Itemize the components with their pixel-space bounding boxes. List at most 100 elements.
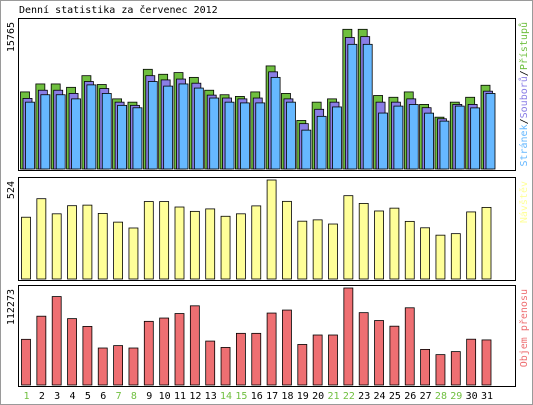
bar-visits [328,223,338,280]
bar-pages [316,115,327,170]
bar-visits [113,221,123,280]
bar-pages [378,112,388,170]
bar-visits [420,227,431,280]
bar-visits [82,204,93,280]
bar-pages [332,106,342,170]
bar-visits [297,220,308,280]
bar-volume [420,348,431,386]
bar-pages [408,104,419,170]
bar-pages [25,101,35,170]
bar-volume [481,339,492,386]
day-tick-label: 15 [235,391,247,402]
day-tick-label: 4 [70,391,76,402]
day-tick-label: 21 [327,391,339,402]
day-tick-label: 6 [100,391,106,402]
bar-pages [454,105,465,170]
bar-visits [128,227,139,280]
bar-volume [36,315,47,386]
bar-volume [128,347,139,386]
bar-visits [374,210,384,280]
legend-weekday: / [519,70,530,76]
bar-visits [251,205,262,280]
day-tick-label: 20 [312,391,324,402]
bar-visits [389,207,400,280]
bar-volume [143,320,154,386]
bar-volume [113,345,123,386]
bar-pages [485,93,496,170]
legend-weekday: / [519,118,530,124]
bar-visits [343,195,354,280]
day-tick-label: 24 [374,391,386,402]
day-tick-label: 17 [266,391,278,402]
bar-pages [193,87,204,170]
bar-pages [255,102,266,170]
bar-volume [174,313,185,386]
bar-pages [239,102,250,170]
y-max-label: 112273 [6,289,17,325]
bar-visits [51,213,62,280]
bar-visits [36,198,47,280]
bar-visits [481,206,492,280]
day-tick-label: 28 [435,391,447,402]
bar-visits [97,213,108,280]
panel-middle: 524 Návštěv [6,177,530,281]
series-legend: Objem přenosu [518,289,530,367]
day-tick-label: 22 [343,391,355,402]
legend-files: Souborů [518,76,530,118]
bar-visits [450,233,461,280]
bar-pages [132,107,143,170]
bar-volume [82,326,93,386]
bar-volume [159,317,170,386]
bar-volume [266,312,277,386]
bar-visits [67,205,77,280]
bar-visits [312,219,323,280]
bar-visits [220,215,231,280]
bar-volume [21,338,31,386]
legend-hits: Přístupů [518,22,530,70]
bar-visits [143,201,154,280]
bar-visits [466,211,477,280]
day-tick-label: 12 [189,391,201,402]
bar-pages [301,129,312,170]
bar-pages [71,98,81,170]
bar-pages [117,104,127,170]
day-tick-label: 11 [174,391,186,402]
bar-pages [347,43,358,170]
bar-pages [86,84,97,170]
y-max-label: 15765 [6,22,17,52]
day-tick-label: 18 [281,391,293,402]
bar-volume [235,332,246,386]
bar-visits [435,234,446,280]
day-tick-label: 14 [220,391,232,402]
bar-pages [178,83,189,170]
bar-volume [389,325,400,386]
day-axis: 1 2 3 4 5 6 7 8 9 10 11 12 13 14 15 16 17 18 19 20 21 22 23 24 2… [23,391,493,402]
series-legend: Stránek/Souborů/Přístupů [518,22,530,167]
day-tick-label: 25 [389,391,401,402]
day-tick-label: 2 [39,391,45,402]
bar-visits [159,201,170,280]
bar-pages [101,93,112,170]
bar-pages [270,76,281,170]
legend-pages: Stránek [518,124,530,166]
series-legend: Návštěv [518,181,530,223]
day-tick-label: 1 [23,391,29,402]
panel-bottom: 112273 Objem přenosu [6,285,530,387]
bar-pages [40,94,51,170]
day-tick-label: 5 [85,391,91,402]
bar-volume [450,351,461,386]
bar-pages [224,101,235,170]
chart-title: Denní statistika za červenec 2012 [19,4,218,16]
bar-volume [328,334,338,386]
bar-pages [286,101,296,170]
bar-volume [466,338,477,386]
day-tick-label: 29 [450,391,462,402]
bar-volume [251,332,262,386]
bar-volume [205,340,216,386]
day-tick-label: 3 [54,391,60,402]
day-tick-label: 9 [146,391,152,402]
day-tick-label: 8 [131,391,137,402]
